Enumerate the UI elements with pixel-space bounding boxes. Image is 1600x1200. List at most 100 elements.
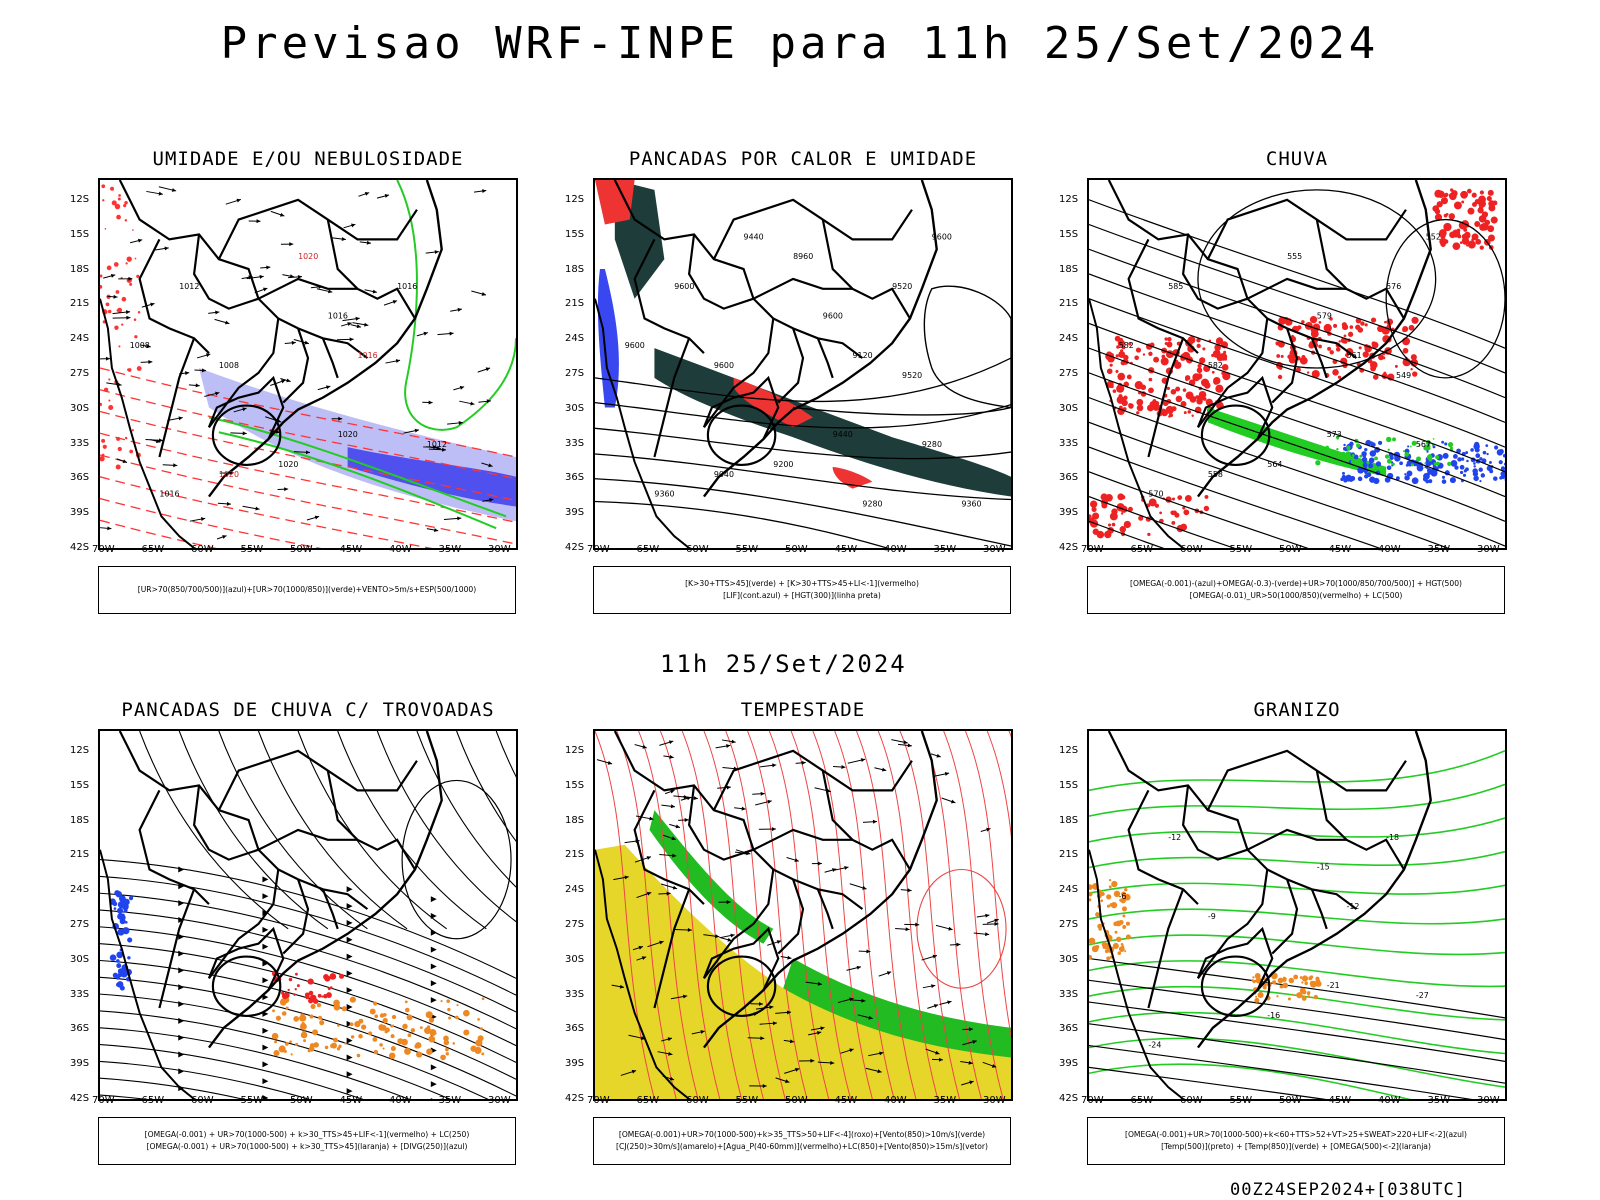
lat-label: 12S	[1059, 194, 1079, 205]
contour-label: -15	[1317, 862, 1330, 871]
lat-label: 39S	[70, 1058, 90, 1070]
lon-label: 45W	[339, 1095, 363, 1106]
lat-label: 24S	[565, 884, 585, 896]
contour-label: 1008	[219, 361, 239, 370]
lat-label: 21S	[565, 849, 585, 861]
contour-label: 1020	[219, 470, 239, 479]
lat-label: 24S	[70, 333, 90, 345]
map-graphic-pancadas-trovoadas	[100, 731, 516, 1099]
lon-label: 45W	[834, 544, 858, 555]
lat-label: 18S	[565, 814, 585, 826]
contour-label: 9520	[892, 282, 912, 291]
lat-label: 30S	[1059, 402, 1079, 414]
contour-label: 9360	[654, 490, 674, 499]
contour-label: -24	[1148, 1041, 1161, 1050]
lat-label: 30S	[565, 953, 585, 965]
lon-label: 40W	[1378, 1095, 1401, 1106]
lat-label: 15S	[1059, 228, 1079, 240]
lat-label: 36S	[565, 472, 585, 484]
contour-label: 1012	[179, 282, 199, 291]
lat-label: 15S	[565, 779, 585, 791]
legend-line: [UR>70(850/700/500)](azul)+[UR>70(1000/8…	[137, 585, 477, 594]
lon-label: 30W	[983, 544, 1006, 555]
legend-line: [OMEGA(-0.001)+UR>70(1000-500)+k>35_TTS>…	[618, 1130, 986, 1139]
map-pancadas-trovoadas	[98, 729, 518, 1101]
lat-label: 33S	[1059, 437, 1079, 449]
contour-label: 558	[1208, 470, 1223, 479]
contour-label: 9200	[773, 460, 793, 469]
lon-label: 70W	[92, 544, 115, 555]
lon-label: 40W	[884, 1095, 907, 1106]
contour-label: 1016	[328, 311, 348, 320]
map-tempestade	[593, 729, 1013, 1101]
lat-label: 12S	[1059, 745, 1079, 756]
legend-tempestade: [OMEGA(-0.001)+UR>70(1000-500)+k>35_TTS>…	[593, 1117, 1011, 1165]
lat-label: 24S	[1059, 884, 1079, 896]
contour-label: 8960	[793, 252, 813, 261]
lat-label: 18S	[1059, 263, 1079, 275]
contour-label: 549	[1396, 371, 1411, 380]
panel-title-umidade: UMIDADE E/OU NEBULOSIDADE	[152, 148, 464, 170]
lon-label: 60W	[191, 1095, 214, 1106]
lon-label: 50W	[290, 1095, 313, 1106]
map-granizo: -6 -9 -12 -15 -18 -21 -24 -27 -16 -12	[1087, 729, 1507, 1101]
contour-label: 564	[1267, 460, 1282, 469]
map-graphic-granizo: -6 -9 -12 -15 -18 -21 -24 -27 -16 -12	[1089, 731, 1505, 1099]
contour-label: 9440	[833, 430, 853, 439]
contour-label: 576	[1386, 282, 1401, 291]
map-umidade: 1008 1008 1012 1016 1016 1020 1016 1012 1020 1016…	[98, 178, 518, 550]
legend-line: [OMEGA(-0.001) + UR>70(1000-500) + k>30_…	[146, 1142, 468, 1151]
lon-label: 30W	[983, 1095, 1006, 1106]
lat-label: 21S	[1059, 849, 1079, 861]
lat-label: 39S	[70, 507, 90, 519]
map-pancadas-calor: 9600 9600 9600 9600 9520 9440 9360 9280 9200 9120…	[593, 178, 1013, 550]
contour-label: 1020	[278, 460, 298, 469]
contour-label: -9	[1208, 912, 1216, 921]
lat-label: 36S	[565, 1023, 585, 1035]
lon-label: 40W	[389, 1095, 412, 1106]
lat-label: 33S	[70, 437, 90, 449]
lat-label: 27S	[70, 919, 90, 930]
lat-label: 18S	[70, 263, 90, 275]
lon-label: 55W	[1229, 544, 1253, 555]
lat-label: 42S	[70, 542, 90, 553]
lon-label: 50W	[785, 1095, 808, 1106]
lon-label: 55W	[240, 1095, 264, 1106]
lon-label: 50W	[290, 544, 313, 555]
lat-label: 42S	[565, 542, 585, 553]
contour-label: 585	[1168, 282, 1183, 291]
lon-label: 35W	[1427, 544, 1451, 555]
legend-umidade: [UR>70(850/700/500)](azul)+[UR>70(1000/8…	[98, 566, 516, 614]
lon-label: 60W	[686, 544, 709, 555]
contour-label: 9600	[714, 361, 734, 370]
footer-timestamp: 00Z24SEP2024+[038UTC]	[1230, 1180, 1466, 1200]
lat-label: 15S	[1059, 779, 1079, 791]
map-graphic-chuva: 582 582 585 579 576 573 570 567 564 561 558 555 552 5…	[1089, 180, 1505, 548]
lat-label: 15S	[565, 228, 585, 240]
lat-label: 27S	[70, 368, 90, 379]
lon-label: 40W	[389, 544, 412, 555]
contour-label: 9440	[744, 232, 764, 241]
contour-label: -27	[1416, 991, 1429, 1000]
contour-label: 9120	[853, 351, 873, 360]
lon-label: 35W	[933, 544, 957, 555]
lon-label: 70W	[587, 1095, 610, 1106]
lon-label: 50W	[1279, 544, 1302, 555]
legend-pancadas-trovoadas: [OMEGA(-0.001) + UR>70(1000-500) + k>30_…	[98, 1117, 516, 1165]
legend-line: [OMEGA(-0.001)+UR>70(1000-500)+k<60+TTS>…	[1124, 1130, 1467, 1139]
contour-label: 9280	[922, 440, 942, 449]
lon-label: 40W	[884, 544, 907, 555]
lat-label: 30S	[565, 402, 585, 414]
lon-label: 45W	[1328, 544, 1352, 555]
contour-label: 9280	[862, 499, 882, 508]
contour-label: 561	[1347, 351, 1362, 360]
lat-label: 36S	[1059, 1023, 1079, 1035]
contour-label: 1020	[338, 430, 358, 439]
lon-label: 60W	[191, 544, 214, 555]
lon-label: 70W	[1081, 1095, 1104, 1106]
lat-label: 21S	[1059, 298, 1079, 310]
lon-label: 65W	[636, 1095, 660, 1106]
lon-label: 65W	[636, 544, 660, 555]
lat-label: 18S	[565, 263, 585, 275]
contour-label: 570	[1148, 490, 1163, 499]
